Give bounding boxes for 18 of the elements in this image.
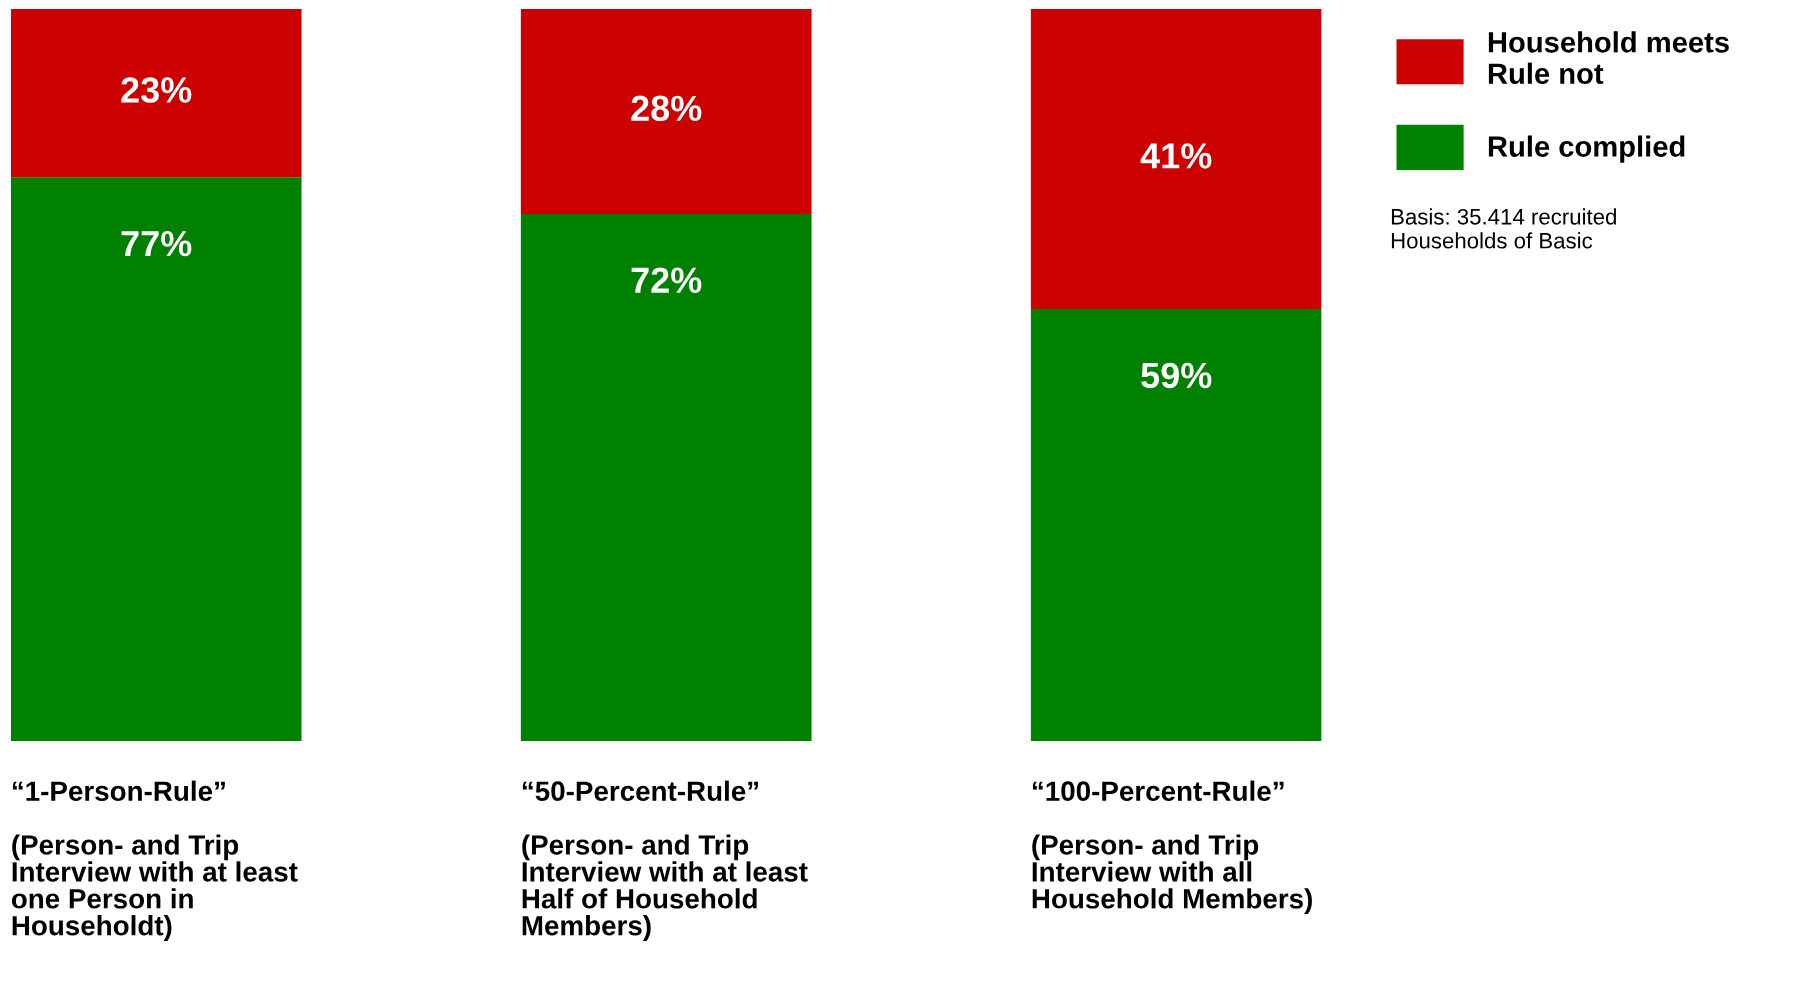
- bar: [520, 213, 812, 742]
- data-label: 23%: [121, 77, 192, 103]
- bar: [520, 8, 812, 214]
- bar: [10, 8, 302, 178]
- data-label: 72%: [631, 267, 702, 293]
- legend-label: Rule complied: [1488, 135, 1685, 163]
- data-label: 77%: [121, 230, 192, 257]
- category-label: “1-Person-Rule” (Person- and Trip Interview with at least one Person in Householdt): [11, 780, 298, 941]
- data-label: 41%: [1140, 143, 1212, 169]
- bar: [1030, 309, 1322, 742]
- legend-label: Household meets Rule not: [1488, 31, 1729, 85]
- data-label: 59%: [1141, 362, 1212, 389]
- category-label: “100-Percent-Rule” (Person- and Trip Interview with all Household Members): [1032, 780, 1312, 915]
- category-label: “50-Percent-Rule” (Person- and Trip Interview with at least Half of Household Members): [522, 780, 808, 941]
- data-label: 28%: [631, 95, 702, 122]
- annotation: Basis: 35.414 recruited Households of Basic: [1391, 208, 1616, 249]
- bar: [10, 177, 302, 742]
- bar: [1030, 8, 1322, 310]
